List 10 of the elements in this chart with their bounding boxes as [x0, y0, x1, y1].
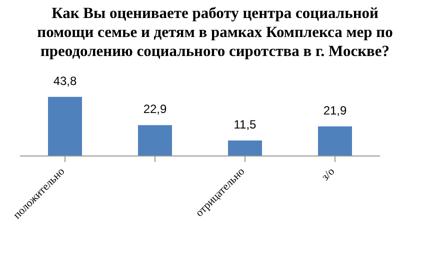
data-label: 11,5 — [234, 117, 257, 132]
data-label: 22,9 — [143, 102, 167, 116]
bar — [318, 126, 352, 156]
bar — [48, 96, 82, 156]
chart-title: Как Вы оцениваете работу центра социальной помощи семье и детям в рамках Комплекса мер по преодолению социального сиротства в г. Москве? — [36, 4, 394, 61]
bar — [138, 125, 172, 156]
x-tick-label: з/о — [320, 165, 338, 184]
data-label: 43,8 — [53, 74, 77, 88]
bar — [228, 140, 262, 156]
data-label: 21,9 — [323, 103, 347, 118]
